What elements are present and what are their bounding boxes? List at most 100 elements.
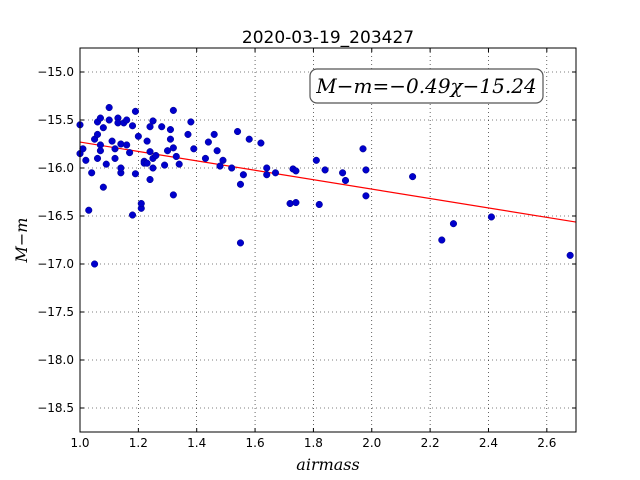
data-point [286,199,294,208]
x-tick-label: 1.0 [70,436,89,450]
data-point [149,117,157,125]
x-tick-label: 1.8 [304,436,323,450]
data-point [131,170,139,178]
data-point [245,135,253,143]
data-point [292,199,300,207]
data-point [166,135,174,143]
data-point [315,200,323,209]
data-point [438,236,446,244]
data-point [339,169,347,177]
data-point [172,152,180,161]
annotation-text: M−m=−0.49χ−15.24 [315,74,536,98]
data-point [146,123,154,131]
x-axis-label: airmass [296,455,359,474]
data-point [96,147,104,155]
data-point [149,164,157,172]
data-point [184,130,192,138]
data-point [117,164,125,172]
data-point [161,161,169,169]
data-point [102,160,110,168]
data-point [99,124,107,132]
y-tick-label: −16.0 [37,161,74,175]
data-point [292,167,300,175]
fit-line [79,141,577,223]
fit-equation-annotation: M−m=−0.49χ−15.24 [309,68,544,104]
data-point [449,220,458,228]
data-point [105,103,113,112]
data-point [175,160,183,168]
data-point [123,116,131,124]
data-point [219,156,227,164]
data-point [146,175,154,184]
y-tick-label: −15.5 [37,113,74,127]
data-points [76,103,574,268]
data-point [201,154,210,162]
annotation-box [309,68,544,104]
data-point [82,156,90,164]
data-point [111,145,119,153]
axis-ticks: 1.0 1.2 1.4 1.6 1.8 2.0 2.2 2.4 2.6 −15.0 −15.5 −16… [37,48,576,450]
fit-line-group [79,141,577,223]
y-tick-label: −17.0 [37,257,74,271]
plot-area [80,48,576,432]
data-point [96,114,104,122]
data-point [263,171,271,179]
x-tick-label: 2.0 [362,436,381,450]
data-point [341,176,350,185]
data-point [190,145,198,153]
plot-frame [79,47,577,433]
data-point [163,147,172,155]
data-point [85,206,93,214]
data-point [93,130,102,138]
data-point [187,118,195,126]
data-point [312,156,320,164]
data-point [93,154,102,162]
data-point [123,141,131,149]
data-point [321,166,329,174]
y-tick-label: −16.5 [37,209,74,223]
data-point [137,199,145,208]
data-point [152,151,160,160]
data-point [234,127,242,136]
data-point [88,169,96,177]
x-tick-label: 1.2 [129,436,148,450]
x-tick-label: 2.2 [421,436,440,450]
data-point [169,191,177,199]
data-point [359,145,367,153]
chart-title: 2020-03-19_203427 [242,28,414,48]
data-point [409,173,417,181]
data-point [166,126,174,134]
data-point [257,139,265,147]
data-point [228,164,236,172]
y-tick-label: −18.0 [37,353,74,367]
data-point [236,180,245,188]
data-point [128,122,137,130]
data-point [169,106,177,114]
data-point [169,144,177,152]
data-point [99,183,107,191]
y-axis-label: M−m [12,218,31,264]
data-point [91,260,99,268]
data-point [79,145,87,153]
y-tick-label: −17.5 [37,305,74,319]
data-point [487,213,495,221]
data-point [146,148,154,156]
data-point [210,130,218,138]
data-point [143,159,151,167]
data-point [111,154,119,162]
data-point [108,137,116,145]
data-point [128,211,137,219]
data-point [239,171,247,179]
data-point [213,147,221,155]
x-tick-label: 1.4 [187,436,206,450]
data-point [362,166,370,174]
data-point [134,132,142,140]
data-point [566,251,574,259]
data-point [204,138,212,146]
x-tick-label: 2.4 [479,436,498,450]
data-point [143,137,151,145]
data-point [117,140,125,148]
x-tick-label: 1.6 [246,436,265,450]
data-point [216,162,224,170]
